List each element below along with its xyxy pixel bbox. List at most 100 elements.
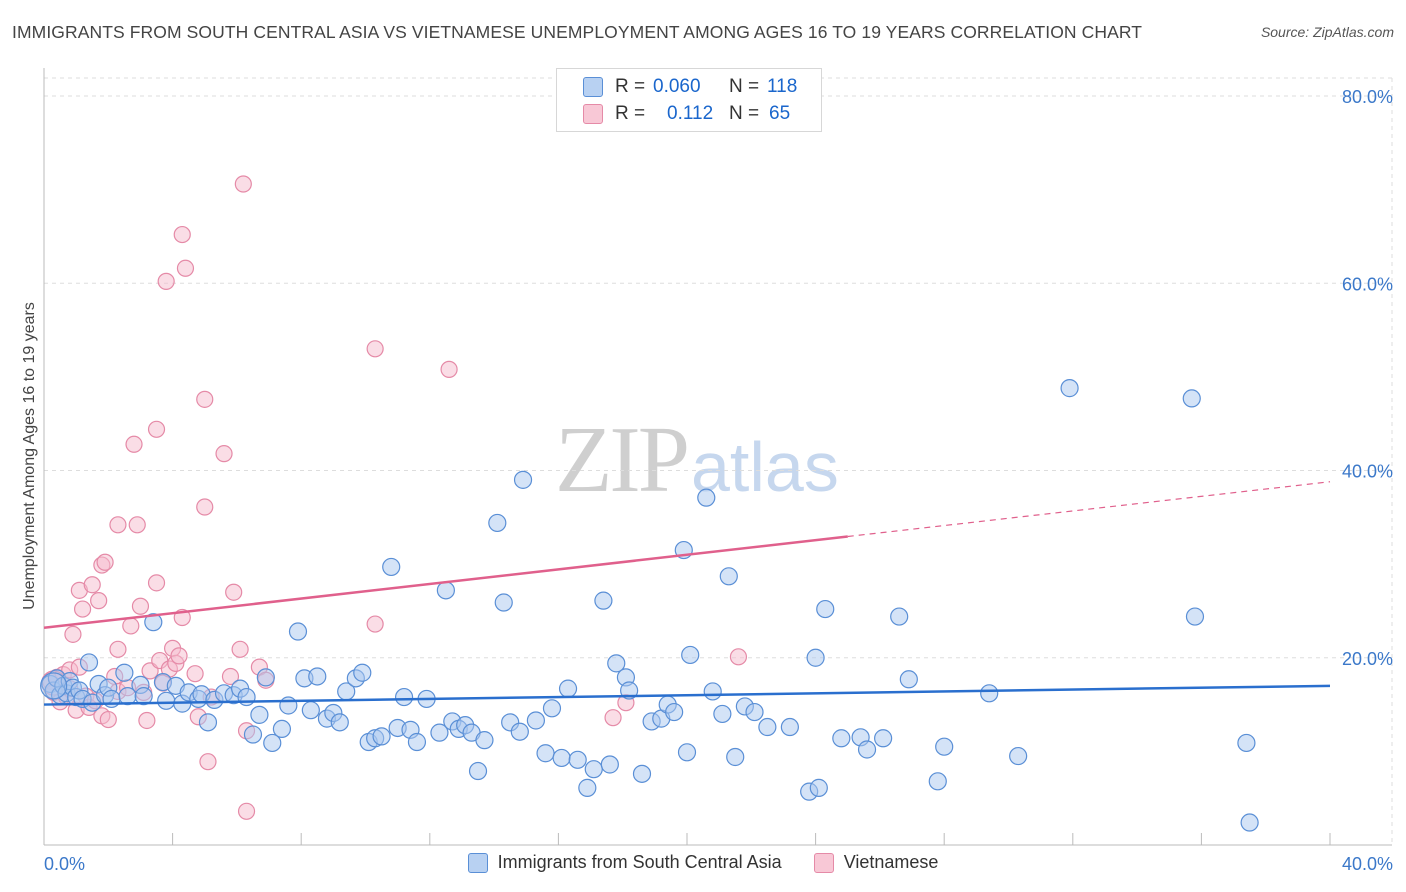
- legend-r-label: R =: [615, 76, 646, 97]
- data-point-south-central-asia: [237, 687, 256, 707]
- data-point-south-central-asia: [713, 704, 732, 724]
- data-point-south-central-asia: [874, 729, 893, 748]
- data-point-vietnamese: [99, 710, 117, 729]
- data-point-vietnamese: [173, 225, 191, 244]
- data-point-south-central-asia: [578, 778, 597, 797]
- series-swatch-pink: [813, 852, 834, 873]
- data-point-vietnamese: [237, 802, 256, 820]
- data-point-south-central-asia: [552, 748, 571, 768]
- data-point-vietnamese: [131, 597, 150, 615]
- data-point-south-central-asia: [632, 764, 652, 783]
- data-point-vietnamese: [221, 667, 240, 686]
- data-point-south-central-asia: [899, 670, 918, 689]
- data-point-south-central-asia: [272, 719, 292, 739]
- data-point-vietnamese: [109, 640, 127, 658]
- data-point-vietnamese: [170, 647, 188, 665]
- data-point-vietnamese: [176, 259, 195, 277]
- trendline-vietnamese-dashed: [847, 481, 1331, 538]
- data-point-south-central-asia: [144, 613, 163, 632]
- data-point-vietnamese: [157, 272, 175, 290]
- data-point-south-central-asia: [536, 744, 555, 763]
- data-point-south-central-asia: [407, 732, 427, 752]
- data-point-south-central-asia: [809, 778, 828, 797]
- data-point-vietnamese: [234, 175, 252, 193]
- legend-swatch-pink: [583, 104, 603, 124]
- data-point-south-central-asia: [558, 679, 578, 698]
- legend-n-label: N =: [729, 103, 760, 124]
- data-point-south-central-asia: [832, 729, 851, 748]
- data-point-south-central-asia: [198, 713, 218, 732]
- data-point-vietnamese: [147, 574, 166, 592]
- data-point-south-central-asia: [1240, 813, 1259, 832]
- legend-n-label: N =: [729, 76, 760, 97]
- data-point-south-central-asia: [677, 743, 697, 762]
- data-point-south-central-asia: [1009, 746, 1028, 766]
- legend-n-value: 118: [767, 76, 798, 97]
- tick-labels: 20.0% 40.0% 60.0% 80.0% 0.0% 40.0%: [44, 87, 1393, 874]
- data-point-vietnamese: [199, 753, 217, 771]
- data-point-south-central-asia: [935, 737, 954, 756]
- data-point-south-central-asia: [436, 581, 455, 600]
- y-tick-label: 40.0%: [1342, 462, 1393, 482]
- data-point-south-central-asia: [1182, 389, 1201, 408]
- legend-swatch-blue: [583, 77, 603, 97]
- data-point-south-central-asia: [134, 687, 153, 706]
- data-point-south-central-asia: [1060, 379, 1079, 398]
- data-point-south-central-asia: [607, 654, 626, 673]
- data-point-south-central-asia: [468, 761, 488, 781]
- trend-lines: [43, 481, 1331, 706]
- data-point-south-central-asia: [510, 722, 529, 741]
- data-point-south-central-asia: [301, 701, 320, 720]
- data-point-vietnamese: [96, 553, 114, 571]
- data-point-south-central-asia: [568, 750, 587, 769]
- data-point-vietnamese: [128, 516, 146, 534]
- data-point-south-central-asia: [584, 760, 603, 779]
- data-point-vietnamese: [64, 625, 82, 643]
- data-point-south-central-asia: [1185, 607, 1205, 626]
- data-point-south-central-asia: [372, 727, 391, 746]
- data-point-vietnamese: [109, 516, 127, 534]
- data-point-south-central-asia: [382, 557, 401, 577]
- series-label-south-central-asia: Immigrants from South Central Asia: [497, 852, 782, 872]
- data-point-south-central-asia: [526, 711, 545, 730]
- data-point-vietnamese: [196, 498, 214, 516]
- axes: [43, 68, 1392, 846]
- data-point-vietnamese: [225, 583, 243, 601]
- data-point-south-central-asia: [703, 682, 722, 701]
- data-point-vietnamese: [366, 340, 384, 358]
- legend-n-value: 65: [769, 103, 791, 124]
- data-point-south-central-asia: [857, 740, 877, 759]
- data-point-vietnamese: [122, 617, 140, 635]
- correlation-legend: R = 0.060 N = 118 R = 0.112 N = 65: [556, 68, 822, 132]
- data-point-south-central-asia: [816, 599, 835, 619]
- data-point-vietnamese: [604, 709, 622, 727]
- data-point-south-central-asia: [719, 567, 738, 586]
- source-label: Source: ZipAtlas.com: [1260, 24, 1394, 40]
- data-point-south-central-asia: [665, 702, 684, 722]
- data-point-south-central-asia: [330, 713, 349, 732]
- data-point-south-central-asia: [513, 470, 533, 489]
- data-point-south-central-asia: [256, 668, 275, 687]
- data-point-south-central-asia: [681, 645, 700, 665]
- data-point-south-central-asia: [394, 687, 414, 707]
- y-tick-label: 60.0%: [1342, 274, 1393, 294]
- data-point-vietnamese: [73, 600, 92, 618]
- data-point-south-central-asia: [600, 755, 619, 774]
- data-point-vietnamese: [138, 711, 156, 730]
- data-point-south-central-asia: [250, 705, 269, 724]
- data-point-south-central-asia: [263, 733, 282, 753]
- data-point-vietnamese: [125, 435, 143, 453]
- data-point-vietnamese: [147, 420, 166, 438]
- trendline-vietnamese: [43, 535, 848, 630]
- series-legend-item-south-central-asia: Immigrants from South Central Asia: [467, 852, 782, 873]
- data-point-south-central-asia: [890, 607, 909, 626]
- legend-row-pink: R = 0.112 N = 65: [583, 102, 790, 126]
- chart-title: IMMIGRANTS FROM SOUTH CENTRAL ASIA VS VI…: [12, 22, 1143, 42]
- data-point-south-central-asia: [79, 653, 99, 672]
- data-point-south-central-asia: [928, 772, 947, 791]
- data-point-south-central-asia: [353, 663, 372, 682]
- data-point-south-central-asia: [726, 747, 745, 767]
- data-point-vietnamese: [440, 360, 458, 378]
- data-point-vietnamese: [83, 576, 101, 594]
